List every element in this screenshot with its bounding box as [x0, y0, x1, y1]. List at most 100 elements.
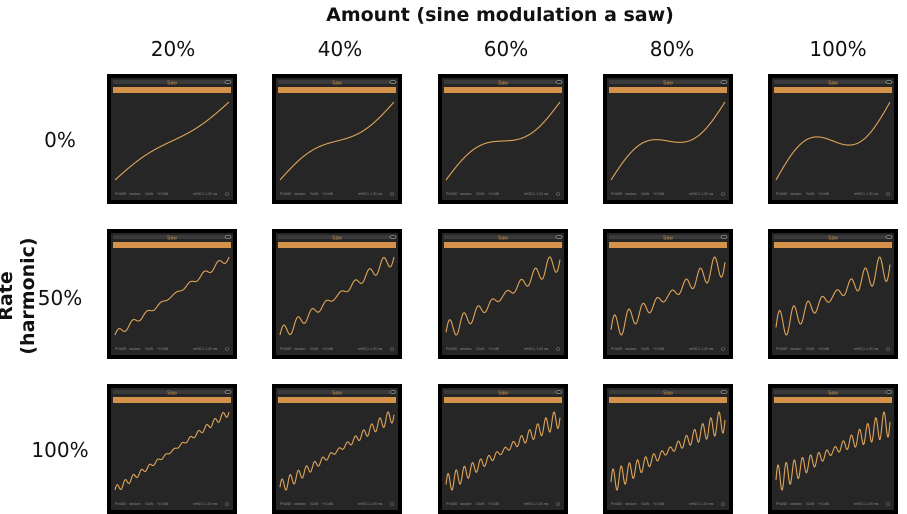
title-strip [609, 390, 721, 394]
footer-label: PHASE [280, 502, 292, 506]
eye-icon [389, 390, 397, 395]
footer-label: +0.0dB [322, 347, 334, 351]
title-strip [113, 235, 225, 239]
footer-label: GAIN [145, 192, 154, 196]
footer-label: PHASE [446, 347, 458, 351]
footer-label: ref/SCL 1.00 ms [524, 347, 549, 351]
column-label-20: 20% [150, 37, 196, 61]
title-bar [774, 242, 892, 248]
footer-label: PHASE [446, 502, 458, 506]
title-strip [444, 80, 556, 84]
footer-label: +0.0dB [322, 192, 334, 196]
footer-label: PHASE [611, 502, 623, 506]
settings-icon [886, 192, 890, 196]
display-background [276, 388, 398, 510]
footer-label: ref/SCL 1.00 ms [689, 502, 714, 506]
panel-title: Saw [332, 81, 342, 87]
waveform-trace [445, 411, 561, 491]
title-bar [113, 242, 231, 248]
footer-label: +0.0dB [488, 347, 500, 351]
footer-label: PHASE [776, 347, 788, 351]
footer-label: ref/SCL 1.00 ms [524, 502, 549, 506]
waveform-panel-r1-c3: Saw PHASE random GAIN +0.0dB ref/SCL 1.00 ms [603, 229, 733, 359]
waveform-trace [445, 256, 561, 336]
settings-icon [390, 347, 394, 351]
eye-icon [720, 235, 728, 240]
waveform-trace [610, 101, 726, 181]
panel-title: Saw [828, 236, 838, 242]
waveform-panel-r0-c3: Saw PHASE random GAIN +0.0dB ref/SCL 1.00 ms [603, 74, 733, 204]
waveform-trace [445, 101, 561, 181]
footer-label: random [129, 347, 141, 351]
title-strip [774, 235, 886, 239]
footer-label: GAIN [145, 502, 154, 506]
eye-icon [224, 390, 232, 395]
title-bar [609, 87, 727, 93]
waveform-trace [114, 411, 230, 491]
column-label-60: 60% [483, 37, 529, 61]
waveform-panel-r0-c2: Saw PHASE random GAIN +0.0dB ref/SCL 1.00 ms [438, 74, 568, 204]
eye-icon [555, 235, 563, 240]
footer-label: GAIN [806, 502, 815, 506]
waveform-trace [279, 411, 395, 491]
footer-label: +0.0dB [488, 192, 500, 196]
footer-label: GAIN [310, 192, 319, 196]
title-bar [278, 397, 396, 403]
waveform-panel-r2-c4: Saw PHASE random GAIN +0.0dB ref/SCL 1.00 ms [768, 384, 898, 514]
panel-title: Saw [332, 391, 342, 397]
eye-icon [555, 80, 563, 85]
display-background [111, 78, 233, 200]
title-strip [444, 390, 556, 394]
waveform-trace [279, 256, 395, 336]
eye-icon [720, 390, 728, 395]
footer-label: +0.0dB [157, 192, 169, 196]
footer-label: +0.0dB [322, 502, 334, 506]
footer-label: ref/SCL 1.00 ms [193, 347, 218, 351]
footer-label: GAIN [641, 192, 650, 196]
footer-label: random [294, 502, 306, 506]
waveform-panel-r0-c4: Saw PHASE random GAIN +0.0dB ref/SCL 1.00 ms [768, 74, 898, 204]
eye-icon [224, 235, 232, 240]
eye-icon [720, 80, 728, 85]
footer-label: random [790, 347, 802, 351]
waveform-trace [775, 411, 891, 491]
title-bar [113, 397, 231, 403]
panel-title: Saw [498, 236, 508, 242]
footer-label: ref/SCL 1.00 ms [689, 192, 714, 196]
title-strip [113, 80, 225, 84]
display-background [772, 233, 894, 355]
settings-icon [556, 192, 560, 196]
display-background [607, 388, 729, 510]
eye-icon [389, 235, 397, 240]
footer-label: ref/SCL 1.00 ms [854, 192, 879, 196]
footer-label: +0.0dB [157, 502, 169, 506]
title-bar [113, 87, 231, 93]
waveform-trace [279, 101, 395, 181]
display-background [772, 78, 894, 200]
settings-icon [225, 502, 229, 506]
footer-label: ref/SCL 1.00 ms [193, 502, 218, 506]
footer-label: ref/SCL 1.00 ms [358, 192, 383, 196]
eye-icon [885, 390, 893, 395]
column-label-80: 80% [649, 37, 695, 61]
waveform-panel-r2-c3: Saw PHASE random GAIN +0.0dB ref/SCL 1.00 ms [603, 384, 733, 514]
footer-label: PHASE [611, 192, 623, 196]
footer-label: GAIN [806, 192, 815, 196]
title-bar [609, 397, 727, 403]
panel-title: Saw [498, 81, 508, 87]
title-strip [609, 80, 721, 84]
waveform-trace [114, 101, 230, 181]
column-label-100: 100% [809, 37, 867, 61]
display-background [607, 233, 729, 355]
title-bar [444, 397, 562, 403]
waveform-panel-r1-c2: Saw PHASE random GAIN +0.0dB ref/SCL 1.00 ms [438, 229, 568, 359]
footer-label: random [625, 192, 637, 196]
title-strip [278, 390, 390, 394]
title-strip [774, 390, 886, 394]
waveform-panel-r1-c0: Saw PHASE random GAIN +0.0dB ref/SCL 1.00 ms [107, 229, 237, 359]
title-bar [774, 87, 892, 93]
footer-label: random [294, 192, 306, 196]
title-bar [278, 87, 396, 93]
panel-title: Saw [828, 391, 838, 397]
panel-title: Saw [498, 391, 508, 397]
